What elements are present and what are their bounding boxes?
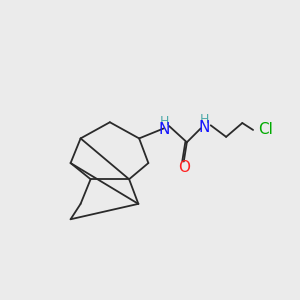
Text: H: H	[200, 113, 209, 126]
Text: N: N	[199, 120, 210, 135]
Text: O: O	[178, 160, 190, 175]
Text: Cl: Cl	[258, 122, 273, 137]
Text: H: H	[160, 115, 169, 128]
Text: N: N	[159, 122, 170, 137]
